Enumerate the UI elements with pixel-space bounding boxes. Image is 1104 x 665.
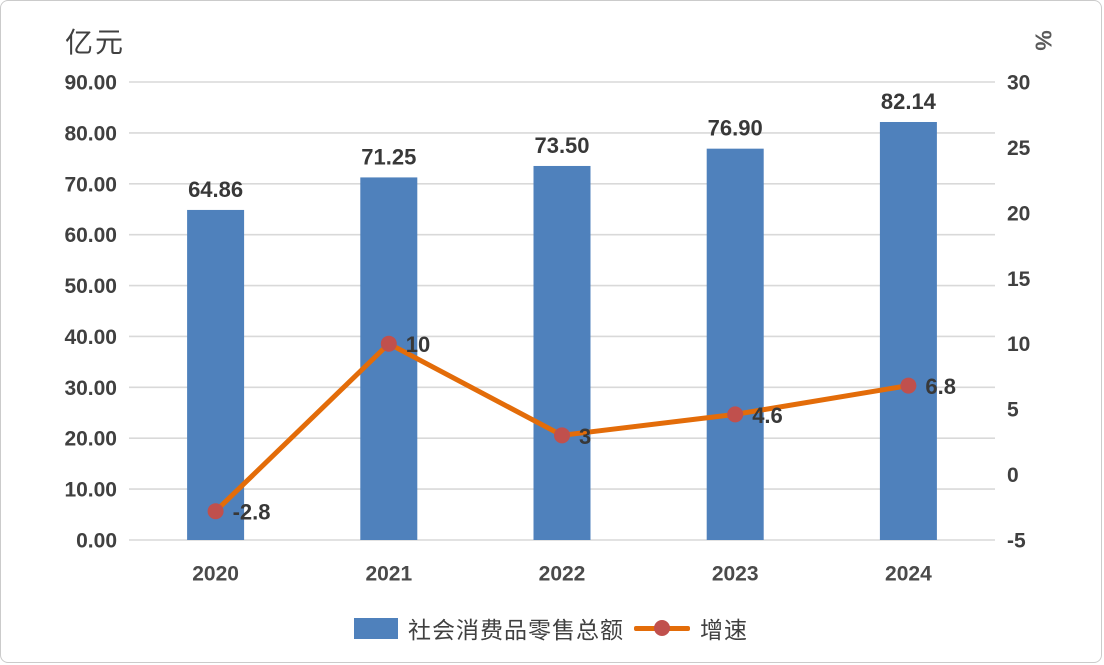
- bar-label-2023: 76.90: [708, 116, 763, 141]
- bar-label-2024: 82.14: [881, 89, 937, 114]
- left-axis-tick-label: 70.00: [64, 173, 117, 196]
- left-axis-tick-label: 20.00: [64, 428, 117, 451]
- line-point-2023: [727, 406, 744, 423]
- bar-label-2021: 71.25: [361, 144, 416, 169]
- left-axis-tick-label: 0.00: [76, 530, 117, 553]
- bar-2024: [879, 121, 937, 541]
- left-axis-tick-label: 30.00: [64, 377, 117, 400]
- x-axis-label-2024: 2024: [885, 563, 932, 586]
- right-axis-tick-label: -5: [1007, 530, 1026, 553]
- left-axis-unit-label: 亿元: [65, 27, 126, 58]
- line-point-2024: [900, 377, 917, 394]
- line-point-2022: [554, 427, 570, 444]
- bar-2023: [706, 148, 764, 541]
- line-label-2023: 4.6: [752, 403, 783, 428]
- bar-label-2022: 73.50: [534, 133, 589, 158]
- right-axis-tick-label: 25: [1007, 137, 1031, 160]
- left-axis-tick-label: 50.00: [64, 275, 117, 298]
- left-axis-tick-label: 10.00: [64, 479, 117, 502]
- left-axis-tick-label: 40.00: [64, 326, 117, 349]
- right-axis-tick-label: 10: [1007, 333, 1030, 356]
- legend-item-growth: 增速: [634, 611, 748, 645]
- x-axis-label-2021: 2021: [365, 563, 412, 586]
- right-axis-tick-label: 0: [1007, 464, 1019, 487]
- left-axis-tick-label: 90.00: [64, 72, 117, 95]
- line-point-2020: [207, 503, 224, 520]
- legend: 社会消费品零售总额 增速: [1, 611, 1101, 645]
- legend-label-growth: 增速: [700, 617, 748, 643]
- right-axis-tick-label: 5: [1007, 399, 1019, 422]
- bar-series-swatch-icon: [354, 617, 398, 639]
- right-axis-tick-label: 30: [1007, 72, 1030, 95]
- bar-label-2020: 64.86: [188, 177, 243, 202]
- left-axis-tick-label: 80.00: [64, 122, 117, 145]
- line-swatch-marker: [654, 620, 670, 636]
- left-axis-tick-label: 60.00: [64, 224, 117, 247]
- bar-2021: [360, 177, 418, 540]
- line-point-2021: [380, 335, 397, 352]
- legend-label-retail: 社会消费品零售总额: [408, 617, 624, 643]
- right-axis-tick-label: 20: [1007, 202, 1030, 225]
- x-axis-label-2020: 2020: [192, 563, 239, 586]
- legend-item-retail: 社会消费品零售总额: [354, 611, 624, 645]
- x-axis-label-2022: 2022: [539, 563, 586, 586]
- x-axis-label-2023: 2023: [712, 563, 759, 586]
- line-label-2020: -2.8: [233, 500, 271, 525]
- bar-2020: [187, 209, 245, 540]
- line-label-2024: 6.8: [925, 374, 956, 399]
- line-label-2021: 10: [406, 332, 430, 357]
- right-axis-tick-label: 15: [1007, 268, 1031, 291]
- line-label-2022: 3: [579, 424, 591, 449]
- line-series-swatch-icon: [634, 618, 690, 638]
- bar-2022: [533, 165, 591, 540]
